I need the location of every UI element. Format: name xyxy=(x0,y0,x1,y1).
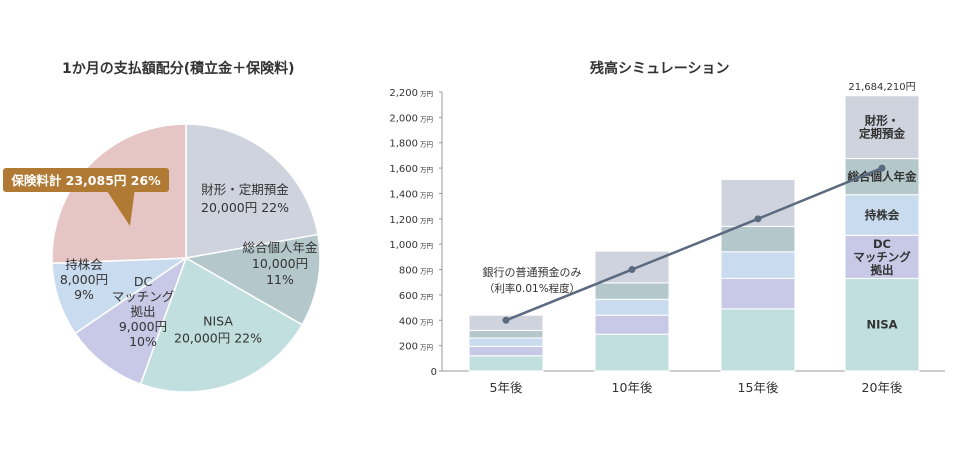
pie-slice xyxy=(74,256,188,386)
y-tick-unit: 万円 xyxy=(420,268,433,276)
x-tick-label: 20年後 xyxy=(862,380,903,395)
y-tick-label: 0 xyxy=(431,367,437,378)
pie-slice-label: 9% xyxy=(74,287,94,302)
bar-segment xyxy=(844,95,920,160)
y-tick-label: 1,000 xyxy=(389,240,418,251)
pie-slice-label: 8,000円 xyxy=(60,272,108,287)
bar-segment-label: 総合個人年金 xyxy=(848,170,917,184)
y-tick-label: 1,800 xyxy=(389,139,418,150)
y-tick-unit: 万円 xyxy=(420,141,433,149)
x-tick-label: 15年後 xyxy=(738,380,779,395)
bar-segment xyxy=(720,251,796,279)
pie-slice-label: 拠出 xyxy=(130,304,155,319)
bar-segment-label: 定期預金 xyxy=(859,127,905,141)
bar-segment-label: 財形・ xyxy=(864,114,900,128)
pie-slice-label: 10% xyxy=(129,334,157,349)
line-label: 銀行の普通預金のみ xyxy=(483,265,582,279)
bar-segment xyxy=(468,355,544,372)
y-tick-label: 600 xyxy=(399,291,418,302)
bar-segment xyxy=(844,277,920,372)
pie-slice-label: 財形・定期預金 xyxy=(201,182,289,197)
bar-segment xyxy=(844,234,920,279)
line-point xyxy=(502,316,510,324)
y-tick-label: 2,000 xyxy=(389,113,418,124)
x-tick-label: 10年後 xyxy=(612,380,653,395)
bar-total-label: 21,684,210円 xyxy=(848,82,915,93)
bar-chart-title: 残高シミュレーション xyxy=(590,61,730,77)
pie-slice-label: 9,000円 xyxy=(119,319,167,334)
bar-segment xyxy=(468,345,544,357)
y-tick-unit: 万円 xyxy=(420,318,433,326)
pie-slice-label: DC xyxy=(134,274,153,289)
y-tick-label: 1,600 xyxy=(389,164,418,175)
bar-segment-label: 持株会 xyxy=(865,208,900,222)
pie-slice xyxy=(183,233,321,326)
bar-segment-label: 拠出 xyxy=(871,263,894,277)
y-tick-label: 1,200 xyxy=(389,215,418,226)
pie-slice-label: 持株会 xyxy=(65,257,103,272)
pie-slice xyxy=(185,123,319,259)
bar-segment xyxy=(720,308,796,372)
bar-segment xyxy=(594,333,670,372)
y-tick-unit: 万円 xyxy=(420,217,433,225)
pie-slice-label: NISA xyxy=(203,314,233,329)
bar-segment xyxy=(720,225,796,253)
bar-segment xyxy=(468,337,544,347)
y-tick-label: 200 xyxy=(399,342,418,353)
bar-segment xyxy=(720,277,796,310)
bar-segment-label: マッチング xyxy=(853,250,911,264)
y-tick-unit: 万円 xyxy=(420,242,433,250)
y-tick-unit: 万円 xyxy=(420,293,433,301)
callout-label: 保険料計 23,085円 26% xyxy=(10,173,161,188)
line-point xyxy=(878,164,886,172)
callout-box xyxy=(3,168,169,192)
y-tick-unit: 万円 xyxy=(420,90,433,98)
line-label: （利率0.01%程度） xyxy=(484,282,580,295)
bar-segment xyxy=(468,329,544,339)
bar-segment xyxy=(594,282,670,300)
line-point xyxy=(754,215,762,223)
y-tick-label: 800 xyxy=(399,266,418,277)
bar-segment-label: NISA xyxy=(866,318,897,332)
y-tick-unit: 万円 xyxy=(420,115,433,123)
line-series xyxy=(505,166,883,322)
line-point xyxy=(628,266,636,274)
pie-slice-label: 11% xyxy=(266,272,294,287)
y-tick-label: 400 xyxy=(399,316,418,327)
y-tick-unit: 万円 xyxy=(420,191,433,199)
pie-slice xyxy=(139,256,304,393)
pie-slice-label: 総合個人年金 xyxy=(242,240,318,255)
y-tick-unit: 万円 xyxy=(420,166,433,174)
pie-slice-label: 20,000円 22% xyxy=(174,331,262,346)
bar-segment xyxy=(844,194,920,236)
pie-slice-label: 20,000円 22% xyxy=(201,200,289,215)
bar-segment xyxy=(594,314,670,335)
callout-pointer xyxy=(105,188,135,226)
bar-segment-label: DC xyxy=(873,237,891,251)
pie-slice-label: マッチング xyxy=(112,289,175,304)
pie-chart-title: 1か月の支払額配分(積立金＋保険料) xyxy=(62,61,295,77)
bar-segment xyxy=(594,298,670,316)
y-tick-label: 1,400 xyxy=(389,189,418,200)
x-tick-label: 5年後 xyxy=(490,380,523,395)
pie-slice-label: 10,000円 xyxy=(252,256,308,271)
y-tick-label: 2,200 xyxy=(389,88,418,99)
y-tick-unit: 万円 xyxy=(420,344,433,352)
